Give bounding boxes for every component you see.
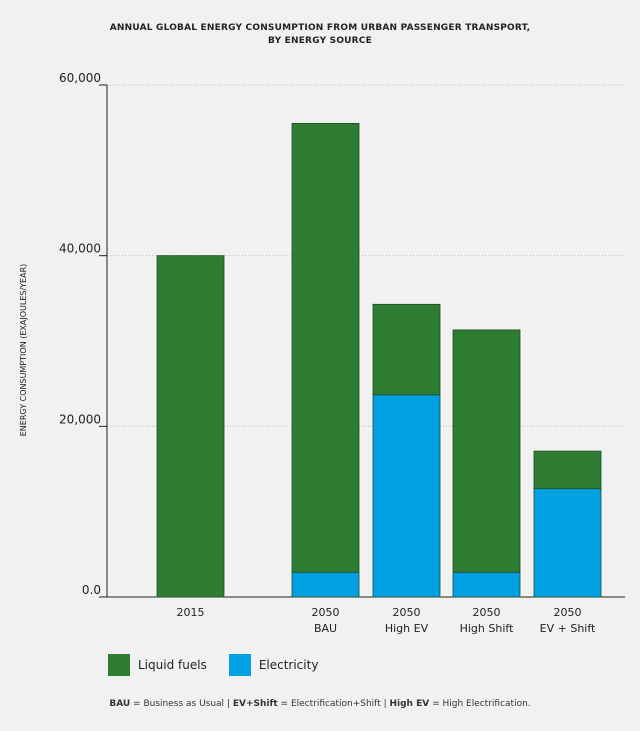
bar-liquid-fuels bbox=[372, 303, 441, 396]
legend-item-electricity: Electricity bbox=[228, 654, 319, 676]
x-tick-label: High EV bbox=[385, 622, 429, 635]
x-tick-label: EV + Shift bbox=[540, 622, 596, 635]
y-tick-label: 0.0 bbox=[82, 583, 101, 597]
x-tick-label: 2015 bbox=[177, 606, 205, 619]
legend-item-liquid-fuels: Liquid fuels bbox=[108, 654, 207, 676]
bar-electricity bbox=[372, 394, 441, 598]
x-tick-label: 2050 bbox=[473, 606, 501, 619]
y-tick-label: 20,000 bbox=[59, 412, 101, 426]
bar-electricity bbox=[452, 571, 521, 598]
footnote-term: BAU bbox=[109, 699, 131, 709]
y-tick-label: 60,000 bbox=[59, 71, 101, 85]
legend-label: Liquid fuels bbox=[138, 658, 207, 672]
x-tick-label: BAU bbox=[314, 622, 337, 635]
x-tick-label: High Shift bbox=[460, 622, 514, 635]
footnote-text: = Business as Usual | bbox=[130, 699, 233, 709]
legend-label: Electricity bbox=[258, 658, 319, 672]
chart-title-line2: BY ENERGY SOURCE bbox=[268, 36, 372, 46]
legend: Liquid fuels Electricity bbox=[108, 654, 318, 676]
y-axis-label: ENERGY CONSUMPTION (EXAJOULES/YEAR) bbox=[19, 264, 28, 437]
footnote: BAU = Business as Usual | EV+Shift = Ele… bbox=[0, 699, 640, 709]
bar-liquid-fuels bbox=[452, 329, 521, 573]
footnote-text: = Electrification+Shift | bbox=[277, 699, 390, 709]
chart-title-line1: ANNUAL GLOBAL ENERGY CONSUMPTION FROM UR… bbox=[109, 23, 531, 33]
bar-electricity bbox=[291, 571, 360, 598]
x-tick-label: 2050 bbox=[393, 606, 421, 619]
bar-electricity bbox=[533, 488, 602, 598]
footnote-text: = High Electrification. bbox=[429, 699, 531, 709]
bar-liquid-fuels bbox=[156, 255, 225, 598]
legend-swatch-liquid-fuels bbox=[108, 654, 130, 676]
bar-liquid-fuels bbox=[291, 123, 360, 573]
y-tick-label: 40,000 bbox=[59, 242, 101, 256]
bar-liquid-fuels bbox=[533, 450, 602, 490]
x-tick-label: 2050 bbox=[554, 606, 582, 619]
x-tick-label: 2050 bbox=[312, 606, 340, 619]
footnote-term: EV+Shift bbox=[232, 699, 278, 709]
legend-swatch-electricity bbox=[228, 654, 251, 676]
chart-title: ANNUAL GLOBAL ENERGY CONSUMPTION FROM UR… bbox=[0, 22, 640, 48]
footnote-term: High EV bbox=[389, 699, 430, 709]
